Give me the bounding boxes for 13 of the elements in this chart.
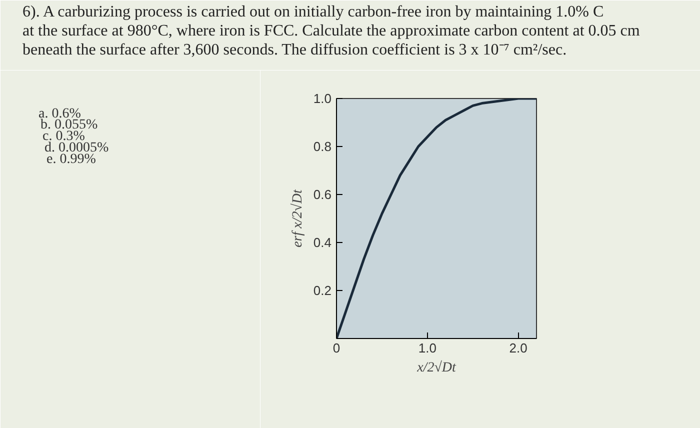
chart-title: 6). A carburizing process is carried out on initially carbon-free iron by maintaining 1.0% C at the surface at 980°C, where iron is FCC. Calculate the approximate carbon content at 0.05 cm beneath the surface after 3,600 seconds. The diffusion coefficient is 3 x 10⁻⁷ cm²/sec. [22,4,640,58]
x-tick-label: 0 [332,340,340,356]
line-series [336,98,536,338]
y-tick-label: 0.4 [313,235,332,250]
x-axis-title: x/2√Dt [416,360,458,376]
y-tick-label: 0.2 [313,283,332,298]
x-tick-label: 1.0 [418,340,436,356]
y-axis-title: erf x/2√Dt [289,188,306,248]
x-tick-label: 2.0 [509,340,528,356]
text: e. 0.99% [46,152,96,167]
y-tick-label: 0.8 [313,139,332,154]
y-tick-label: 1.0 [313,91,332,106]
y-tick-label: 0.6 [313,187,332,202]
